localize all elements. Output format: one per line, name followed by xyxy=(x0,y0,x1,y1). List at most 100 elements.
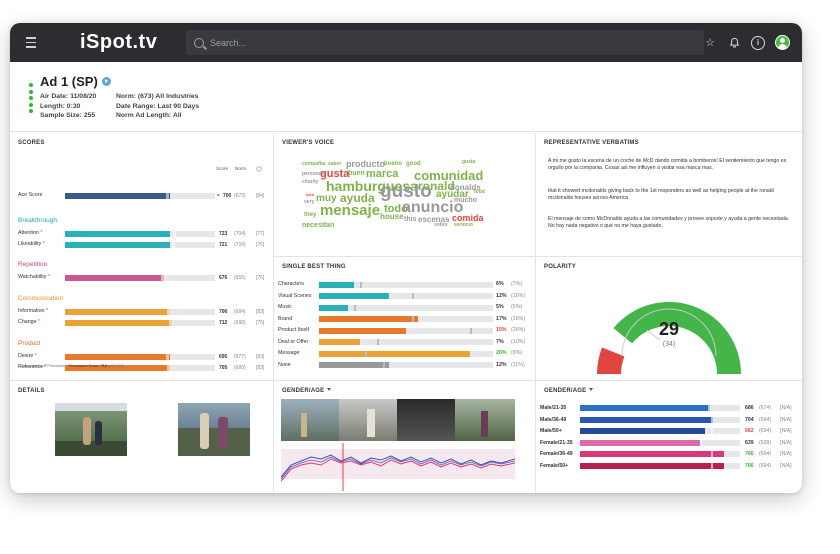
score-row[interactable]: Watchability * 676 (655) [76] xyxy=(18,273,273,282)
play-icon[interactable] xyxy=(101,77,111,86)
score-norm: (698) xyxy=(234,319,246,326)
best-thing-row[interactable]: None 12% (11%) xyxy=(278,360,533,371)
best-thing-row[interactable]: Message 26% (8%) xyxy=(278,348,533,359)
score-row[interactable]: Information * 706 (684) [83] xyxy=(18,307,273,316)
gender-age-rank: [N/A] xyxy=(780,439,792,446)
cloud-word[interactable]: hamburguesa xyxy=(326,178,418,194)
cloud-word[interactable]: necesitan xyxy=(302,222,335,229)
cloud-word[interactable]: comunidad xyxy=(414,168,484,183)
cloud-word[interactable]: marca xyxy=(366,168,399,180)
cloud-word[interactable]: ronald xyxy=(418,179,455,193)
cloud-word[interactable]: todo xyxy=(384,203,408,215)
cloud-word[interactable]: compañía xyxy=(302,161,326,167)
cloud-word[interactable]: gusta xyxy=(462,159,476,165)
cloud-word[interactable]: saber xyxy=(328,161,342,167)
score-bar-track xyxy=(65,364,215,371)
best-thing-row[interactable]: Product Itself 15% (26%) xyxy=(278,325,533,336)
cloud-word[interactable]: this xyxy=(404,216,417,223)
cloud-word[interactable]: food xyxy=(474,189,485,195)
cloud-word[interactable]: producto xyxy=(346,159,385,169)
cloud-word[interactable]: buen xyxy=(348,170,365,177)
best-thing-pct: 5% xyxy=(496,304,504,310)
cloud-word[interactable]: they xyxy=(304,212,317,218)
best-thing-row[interactable]: Characters 6% (7%) xyxy=(278,279,533,290)
cloud-word[interactable]: gusta xyxy=(320,168,350,180)
cloud-word[interactable]: ayuda xyxy=(340,191,375,205)
best-thing-label: Product Itself xyxy=(278,327,309,333)
best-thing-row[interactable]: Brand 17% (16%) xyxy=(278,314,533,325)
cloud-word[interactable]: mucho xyxy=(454,197,477,204)
cloud-word[interactable]: muy xyxy=(316,193,337,204)
polarity-title: POLARITY xyxy=(544,264,576,270)
cloud-word[interactable]: good xyxy=(406,161,421,167)
cloud-word[interactable]: escenas xyxy=(418,215,450,224)
best-thing-norm-marker xyxy=(411,316,414,322)
cloud-word[interactable]: very xyxy=(304,199,315,205)
gender-age-fill xyxy=(580,405,710,411)
gender-age-value: 686 xyxy=(745,405,754,411)
cloud-word[interactable]: personas xyxy=(302,171,325,177)
user-avatar[interactable] xyxy=(775,35,790,50)
best-thing-pct: 6% xyxy=(496,281,504,287)
video-panel-dropdown[interactable]: GENDER/AGE xyxy=(282,388,332,394)
gender-age-dropdown[interactable]: GENDER/AGE xyxy=(544,388,594,394)
section-heading: Repetition xyxy=(18,261,48,268)
line-male xyxy=(281,454,515,478)
cloud-word[interactable]: house xyxy=(380,212,404,221)
video-frame-strip[interactable] xyxy=(281,399,515,441)
drag-handle-icon[interactable] xyxy=(29,83,33,113)
gender-age-row[interactable]: Male/50+ 662 (694) [N/A] xyxy=(540,426,802,436)
info-icon[interactable]: i xyxy=(751,35,765,50)
cloud-word[interactable]: charity xyxy=(302,179,319,185)
gender-age-fill xyxy=(580,451,724,457)
gender-age-row[interactable]: Male/36-49 704 (694) [N/A] xyxy=(540,415,802,425)
score-norm: (677) xyxy=(234,353,246,360)
best-thing-fill xyxy=(319,339,360,345)
viewers-voice-title: VIEWER'S VOICE xyxy=(282,140,335,146)
cloud-word[interactable]: gusto xyxy=(380,181,432,202)
score-row[interactable]: Attention * 723 (704) [77] xyxy=(18,229,273,238)
best-thing-row[interactable]: Deal or Offer 7% (10%) xyxy=(278,337,533,348)
star-icon[interactable]: ☆ xyxy=(705,37,715,49)
best-thing-row[interactable]: Visual Scenes 12% (16%) xyxy=(278,291,533,302)
score-row[interactable]: Desire * 695 (677) [83] xyxy=(18,352,273,361)
score-value: 676 xyxy=(219,274,228,281)
best-thing-row[interactable]: Music 5% (6%) xyxy=(278,302,533,313)
polarity-panel: POLARITY 29 (34) xyxy=(536,257,802,381)
gender-age-row[interactable]: Female/50+ 766 (694) [N/A] xyxy=(540,461,802,471)
best-thing-norm-marker xyxy=(411,293,414,299)
date-range: Date Range: Last 90 Days xyxy=(116,102,200,110)
score-value: 712 xyxy=(219,319,228,326)
gender-age-row[interactable]: Female/36-49 766 (694) [N/A] xyxy=(540,449,802,459)
cloud-word[interactable]: comida xyxy=(452,213,484,223)
bell-icon[interactable] xyxy=(727,36,741,50)
cloud-word[interactable]: donalds xyxy=(450,183,481,192)
search-bar[interactable] xyxy=(186,30,704,55)
cloud-word[interactable]: anuncio xyxy=(402,199,464,216)
hamburger-menu-icon[interactable] xyxy=(10,23,52,62)
gender-age-row[interactable]: Female/21-35 639 (639) [N/A] xyxy=(540,438,802,448)
best-thing-norm: (11%) xyxy=(511,361,525,368)
score-bar-fill xyxy=(65,319,172,326)
cloud-word[interactable]: ayudar xyxy=(436,189,469,200)
timeline-line-chart xyxy=(281,443,515,491)
best-thing-norm: (10%) xyxy=(511,338,526,345)
video-thumbnail-1[interactable] xyxy=(55,403,127,456)
ace-score-row[interactable]: Ace Score ▲ 700 (673) [84] xyxy=(18,191,273,200)
cloud-word[interactable]: bueno xyxy=(384,161,402,167)
search-input[interactable] xyxy=(210,37,680,48)
cloud-word[interactable]: bien xyxy=(306,192,315,197)
score-row[interactable]: Likeability * 721 (704) [75] xyxy=(18,240,273,249)
cloud-word[interactable]: servicio xyxy=(454,222,473,228)
gender-age-row[interactable]: Male/21-35 686 (674) [N/A] xyxy=(540,403,802,413)
settings-gear-icon[interactable] xyxy=(256,166,262,172)
score-row[interactable]: Relevance * 705 (680) [83] xyxy=(18,363,273,372)
score-row[interactable]: Change * 712 (698) [75] xyxy=(18,318,273,327)
cloud-word[interactable]: mensaje xyxy=(320,202,381,219)
persuasion-asterisk: * xyxy=(43,364,47,370)
ispot-logo[interactable]: iSpot.tv xyxy=(80,31,158,53)
best-thing-track xyxy=(319,350,493,357)
norm-marker xyxy=(167,308,170,315)
video-thumbnail-2[interactable] xyxy=(178,403,250,456)
cloud-word[interactable]: sobre xyxy=(434,222,448,228)
